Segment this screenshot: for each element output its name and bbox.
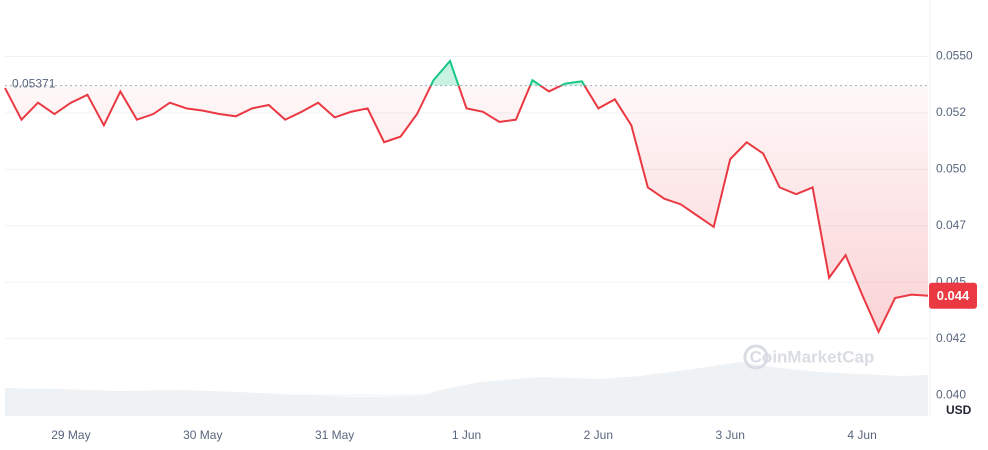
x-tick-label: 29 May xyxy=(51,428,90,442)
baseline-label: 0.05371 xyxy=(12,77,56,91)
currency-label: USD xyxy=(946,403,972,417)
last-price-box xyxy=(929,282,977,309)
last-price-label: 0.044 xyxy=(937,288,970,303)
y-tick-label: 0.040 xyxy=(936,387,966,401)
price-line-down xyxy=(4,85,929,335)
x-tick-label: 2 Jun xyxy=(584,428,613,442)
y-tick-label: 0.042 xyxy=(936,331,966,345)
area-down xyxy=(5,85,928,332)
x-tick-label: 31 May xyxy=(315,428,354,442)
y-tick-label: 0.047 xyxy=(936,218,966,232)
volume-area xyxy=(5,362,928,416)
x-tick-label: 3 Jun xyxy=(716,428,745,442)
watermark: CoinMarketCap xyxy=(750,347,875,366)
y-tick-label: 0.052 xyxy=(936,105,966,119)
x-tick-label: 1 Jun xyxy=(452,428,481,442)
y-tick-label: 0.050 xyxy=(936,162,966,176)
watermark-logo xyxy=(743,344,769,370)
x-tick-label: 30 May xyxy=(183,428,222,442)
x-tick-label: 4 Jun xyxy=(847,428,876,442)
y-tick-label: 0.0550 xyxy=(936,49,973,63)
